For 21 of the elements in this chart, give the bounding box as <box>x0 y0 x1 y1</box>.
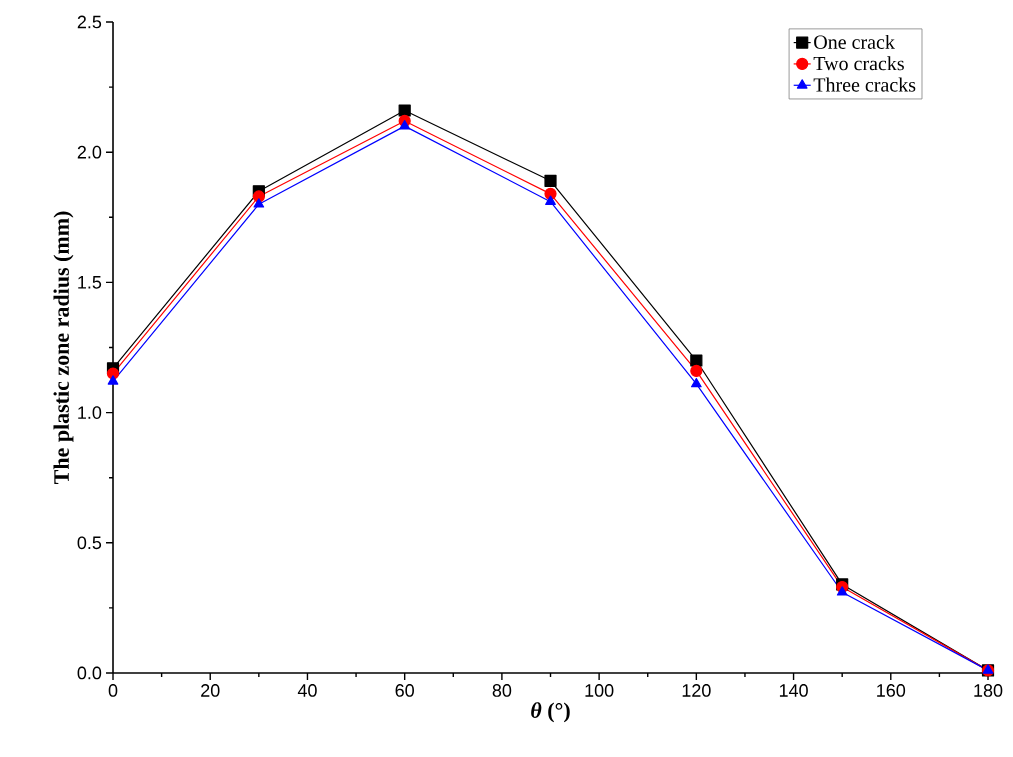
x-tick-label: 60 <box>395 684 414 697</box>
x-tick-label: 140 <box>779 684 808 697</box>
y-tick-label: 2.5 <box>77 15 102 29</box>
x-tick-label: 120 <box>682 684 711 697</box>
y-tick-label: 2.0 <box>77 145 102 159</box>
x-tick-label: 0 <box>108 684 118 697</box>
x-tick-label: 160 <box>877 684 906 697</box>
legend-label: Three cracks <box>813 77 916 92</box>
y-tick-label: 0.5 <box>77 536 102 550</box>
x-axis-title: θ (°) <box>531 702 570 723</box>
x-tick-label: 40 <box>297 684 317 697</box>
y-tick-label: 1.0 <box>78 406 102 419</box>
x-tick-label: 20 <box>201 684 220 697</box>
x-tick-label: 100 <box>585 684 614 697</box>
legend-label: Two cracks <box>813 56 904 71</box>
x-tick-label: 80 <box>492 684 512 697</box>
y-tick-label: 0.0 <box>77 666 102 680</box>
y-axis-title: The plastic zone radius (mm) <box>53 211 74 485</box>
legend-label: One crack <box>814 34 895 49</box>
x-tick-label: 180 <box>974 684 1003 697</box>
y-tick-label: 1.5 <box>78 276 102 289</box>
